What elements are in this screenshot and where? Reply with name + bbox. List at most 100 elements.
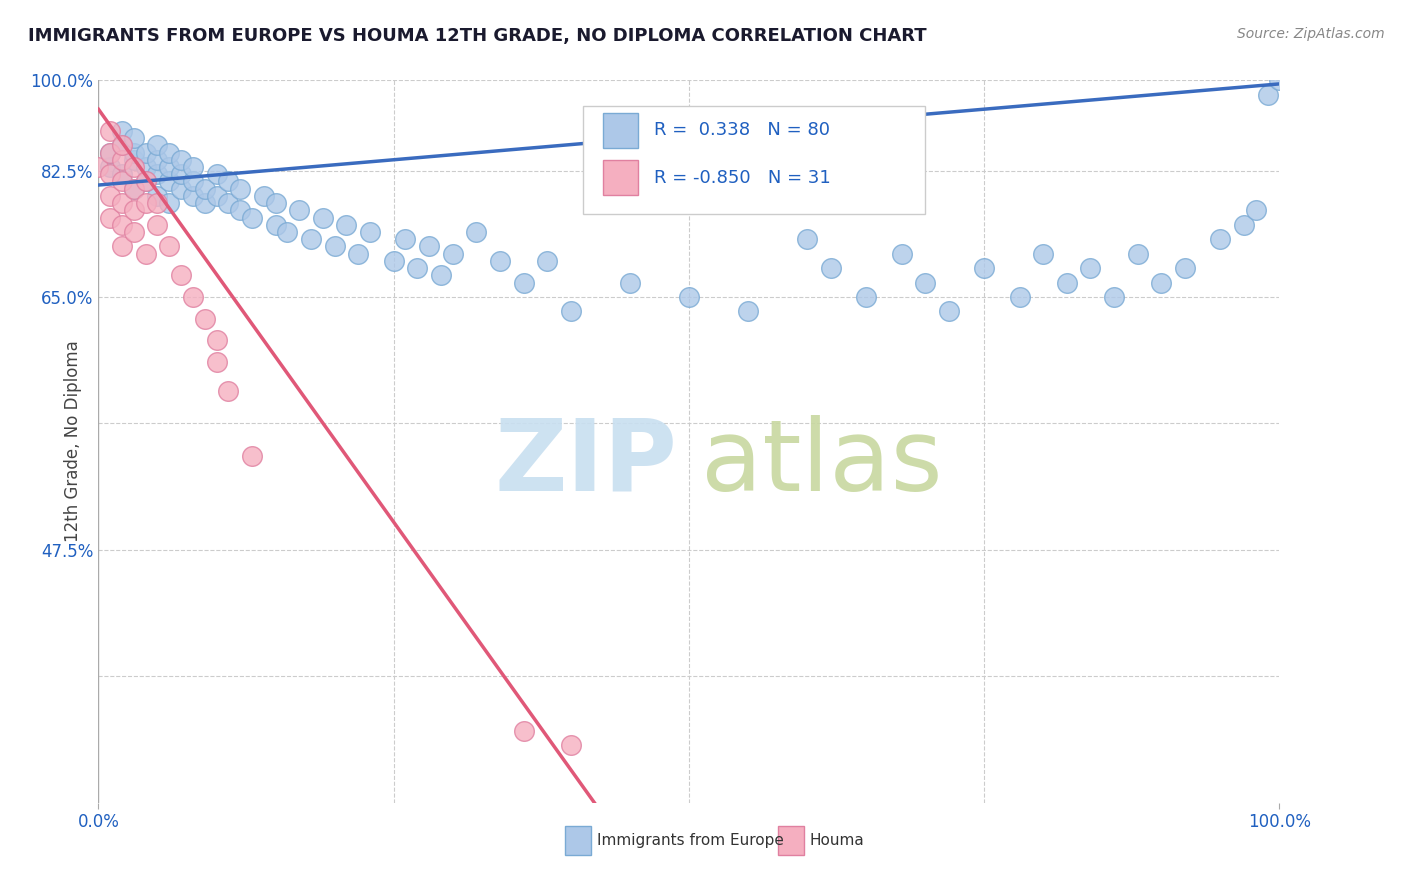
Point [217, 196, 239, 211]
Point [855, 290, 877, 304]
Point [122, 160, 145, 174]
Point [312, 211, 335, 225]
FancyBboxPatch shape [778, 826, 803, 855]
Point [146, 167, 169, 181]
Point [170, 182, 193, 196]
Point [430, 268, 453, 283]
Y-axis label: 12th Grade, No Diploma: 12th Grade, No Diploma [63, 341, 82, 542]
Point [288, 203, 311, 218]
Point [217, 174, 239, 188]
Point [181, 174, 204, 188]
Point [157, 239, 180, 253]
Point [1150, 276, 1173, 290]
Point [560, 738, 582, 752]
Text: atlas: atlas [700, 415, 942, 512]
Point [1257, 87, 1279, 102]
Point [1268, 73, 1291, 87]
Point [229, 203, 252, 218]
Point [98, 160, 121, 174]
Point [512, 276, 534, 290]
Point [1102, 290, 1125, 304]
Point [240, 449, 263, 463]
Text: R = -0.850   N = 31: R = -0.850 N = 31 [654, 169, 831, 186]
Point [264, 196, 287, 211]
Point [111, 138, 134, 153]
Point [253, 189, 276, 203]
Point [406, 261, 429, 276]
Point [122, 145, 145, 160]
Point [111, 174, 134, 188]
Point [335, 218, 357, 232]
Point [122, 182, 145, 196]
Point [1126, 246, 1149, 260]
Point [205, 334, 228, 348]
Point [536, 253, 558, 268]
Point [122, 225, 145, 239]
Point [560, 304, 582, 318]
Point [146, 153, 169, 167]
Point [122, 182, 145, 196]
Point [299, 232, 322, 246]
Point [111, 196, 134, 211]
Point [394, 232, 416, 246]
Point [678, 290, 700, 304]
Point [157, 145, 180, 160]
Point [111, 153, 134, 167]
Point [157, 196, 180, 211]
Point [264, 218, 287, 232]
FancyBboxPatch shape [565, 826, 591, 855]
Point [512, 723, 534, 738]
Point [205, 355, 228, 369]
Text: IMMIGRANTS FROM EUROPE VS HOUMA 12TH GRADE, NO DIPLOMA CORRELATION CHART: IMMIGRANTS FROM EUROPE VS HOUMA 12TH GRA… [28, 27, 927, 45]
Point [347, 246, 370, 260]
Point [111, 138, 134, 153]
Point [737, 304, 759, 318]
Point [382, 253, 405, 268]
Point [181, 290, 204, 304]
Point [1008, 290, 1031, 304]
Point [146, 196, 169, 211]
Point [122, 131, 145, 145]
Point [146, 138, 169, 153]
Point [1056, 276, 1078, 290]
FancyBboxPatch shape [603, 113, 638, 147]
Point [170, 167, 193, 181]
Point [240, 211, 263, 225]
Point [122, 203, 145, 218]
Point [194, 196, 217, 211]
Point [1244, 203, 1267, 218]
Point [170, 153, 193, 167]
Point [87, 160, 110, 174]
Point [276, 225, 298, 239]
Point [135, 246, 157, 260]
Point [1032, 246, 1054, 260]
Point [98, 211, 121, 225]
Point [489, 253, 512, 268]
Point [146, 189, 169, 203]
Point [194, 311, 217, 326]
Point [146, 218, 169, 232]
Point [619, 276, 641, 290]
Point [938, 304, 960, 318]
Text: ZIP: ZIP [495, 415, 678, 512]
Point [229, 182, 252, 196]
Point [418, 239, 440, 253]
Point [135, 174, 157, 188]
Point [135, 145, 157, 160]
Point [135, 174, 157, 188]
Point [98, 189, 121, 203]
Point [914, 276, 936, 290]
Point [157, 174, 180, 188]
Point [135, 160, 157, 174]
Point [1209, 232, 1232, 246]
Point [111, 167, 134, 181]
Point [465, 225, 488, 239]
Point [122, 153, 145, 167]
Point [441, 246, 464, 260]
Point [181, 189, 204, 203]
Point [98, 145, 121, 160]
Point [205, 167, 228, 181]
Point [323, 239, 346, 253]
Point [1080, 261, 1102, 276]
Point [111, 124, 134, 138]
